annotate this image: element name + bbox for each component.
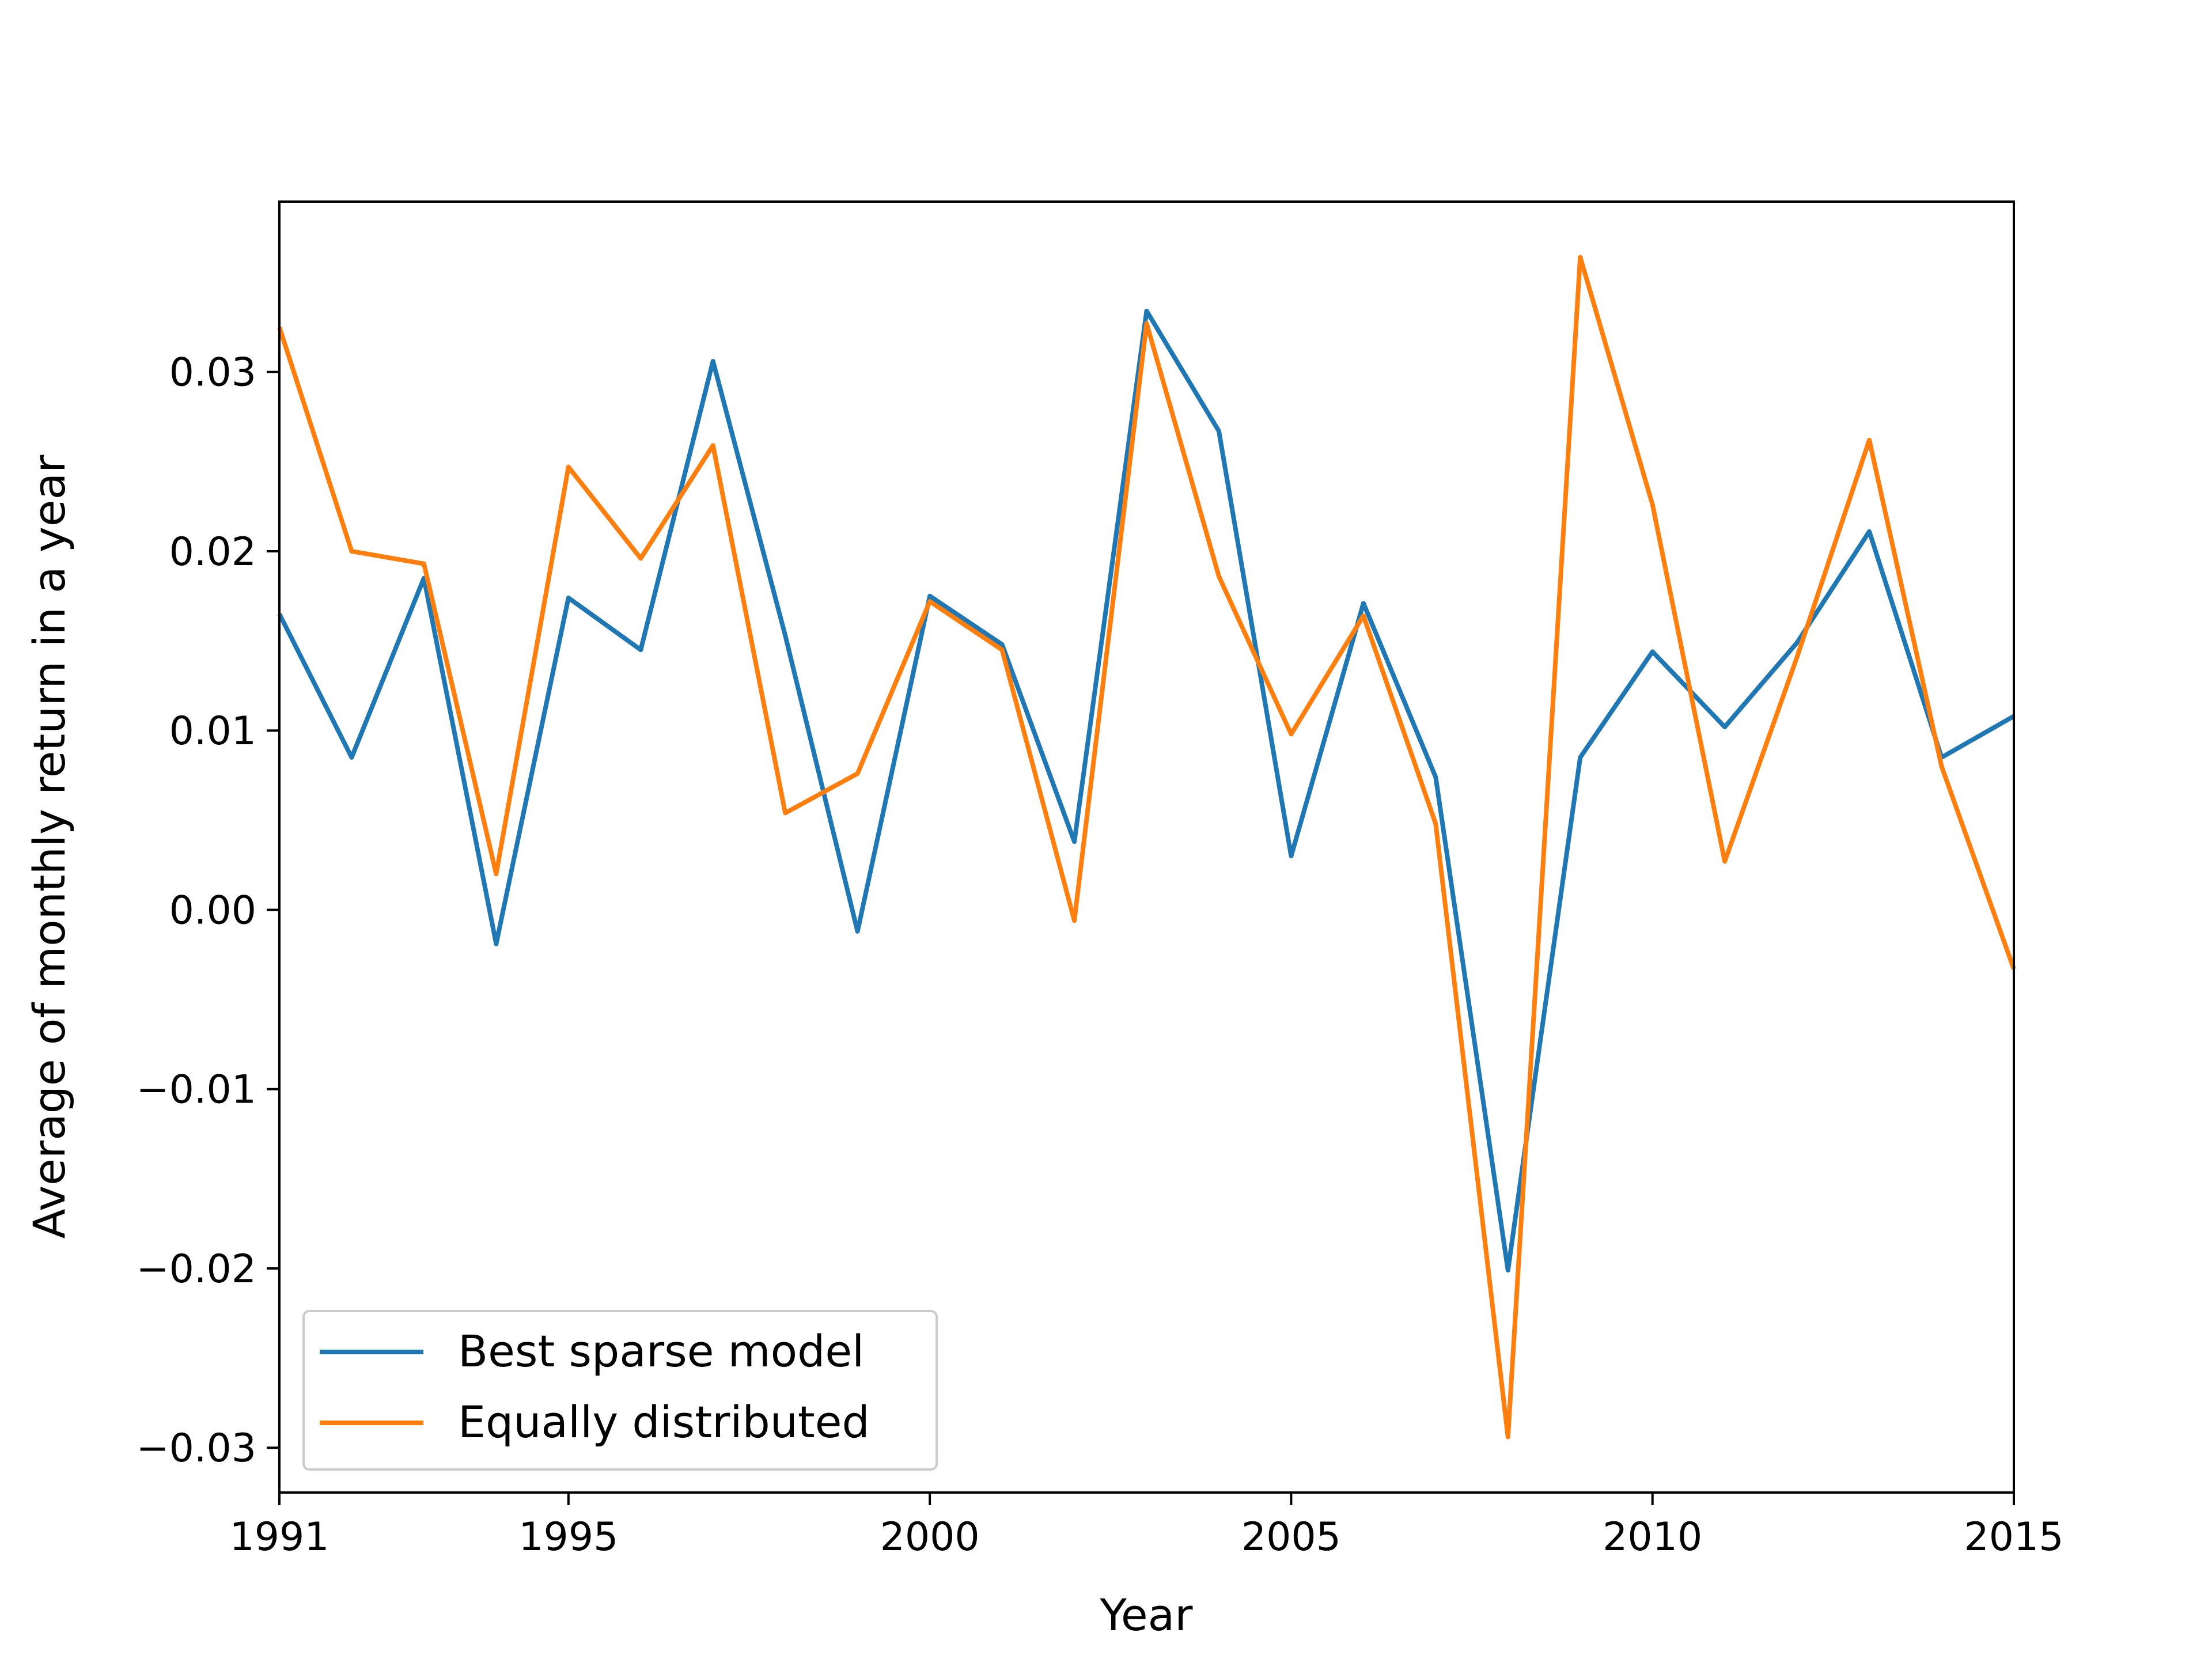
x-tick-label: 1995	[518, 1514, 618, 1560]
y-axis: −0.03 −0.02 −0.01 0.00 0.01 0.02 0.03	[137, 350, 279, 1471]
x-tick-label: 2005	[1241, 1514, 1341, 1560]
data-point-best-sparse-model-1998	[785, 635, 786, 636]
series-line-equally-distributed	[277, 255, 2016, 1440]
x-axis: 1991 1995 2000 2005 2010 2015	[229, 1493, 2064, 1560]
legend-box	[302, 1310, 938, 1471]
plot-frame	[278, 200, 2015, 1494]
y-tick-label: 0.00	[169, 888, 256, 933]
data-point-best-sparse-model-1995	[568, 597, 569, 598]
legend-label-best-sparse-model: Best sparse model	[458, 1325, 864, 1377]
y-tick-label: 0.01	[169, 709, 256, 754]
legend: Best sparse model Equally distributed	[302, 1310, 938, 1471]
x-tick-label: 2010	[1603, 1514, 1702, 1560]
data-point-best-sparse-model-2003	[1146, 310, 1147, 311]
x-axis-title: Year	[1100, 1589, 1194, 1641]
plot-lines	[277, 255, 2016, 1440]
series-line-best-sparse-model	[277, 308, 2015, 1273]
data-point-equally-distributed-2014	[1941, 766, 1942, 767]
data-point-equally-distributed-2003	[1146, 323, 1147, 324]
data-point-best-sparse-model-2007	[1435, 777, 1436, 778]
y-tick-label: 0.02	[169, 529, 256, 575]
y-tick-label: −0.03	[137, 1426, 256, 1471]
y-tick-label: −0.02	[137, 1247, 256, 1292]
x-tick-label: 2015	[1964, 1514, 2063, 1560]
x-tick-label: 1991	[229, 1514, 329, 1560]
y-tick-label: −0.01	[137, 1067, 256, 1113]
data-point-equally-distributed-1993	[423, 563, 424, 564]
y-tick-label: 0.03	[169, 350, 256, 396]
y-axis-title: Average of monthly return in a year	[24, 454, 75, 1239]
data-point-equally-distributed-1999	[857, 773, 858, 774]
data-point-equally-distributed-2004	[1218, 576, 1219, 577]
data-point-best-sparse-model-2013	[1869, 531, 1870, 532]
legend-label-equally-distributed: Equally distributed	[458, 1396, 870, 1448]
x-tick-label: 2000	[880, 1514, 980, 1560]
